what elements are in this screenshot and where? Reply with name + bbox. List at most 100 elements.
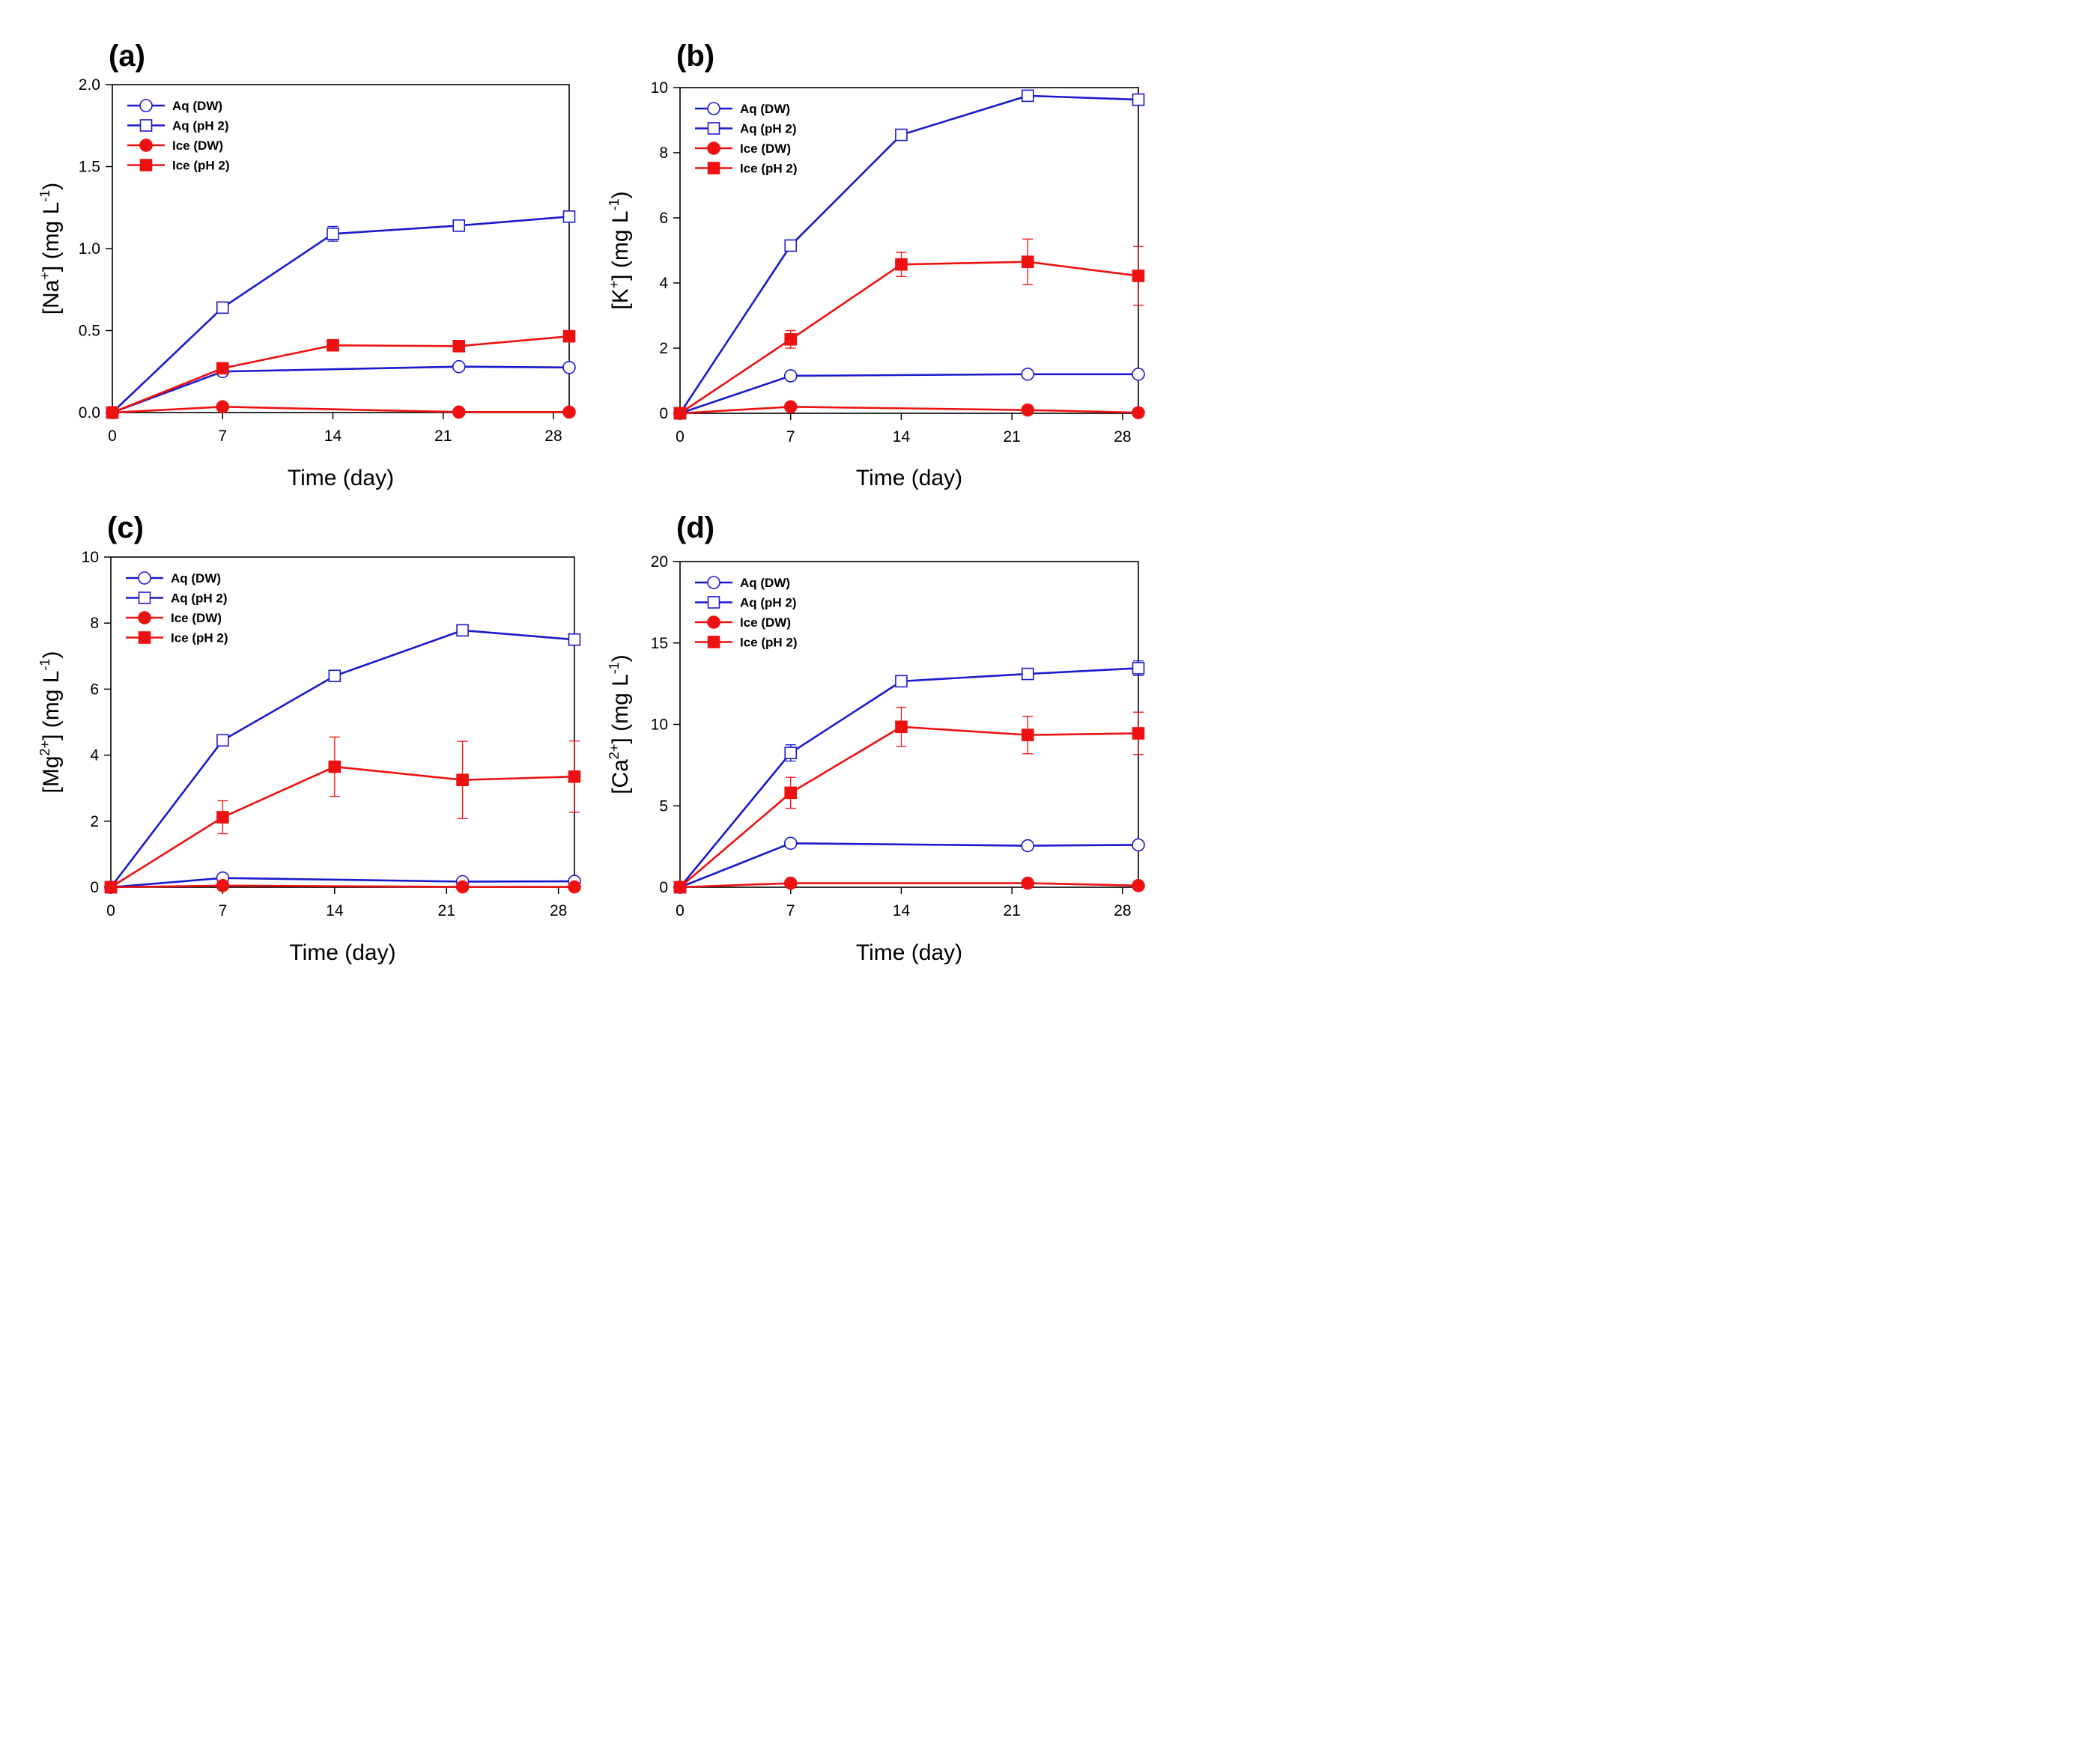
data-point — [562, 329, 576, 343]
y-axis-title-text: [Mg — [39, 755, 64, 793]
x-tick-label: 0 — [106, 902, 115, 919]
legend-label: Aq (pH 2) — [171, 591, 228, 606]
data-point — [784, 786, 798, 800]
legend-marker — [707, 122, 720, 135]
data-point — [562, 405, 576, 419]
data-point — [568, 633, 581, 646]
panel-d: (d) 0 7 14 21 28 0 5 10 15 20 Time (day) [Ca2+] (mg … — [607, 511, 1145, 965]
data-point — [216, 362, 229, 375]
y-tick-label: 2.0 — [79, 76, 100, 94]
data-point — [216, 400, 230, 414]
data-point — [784, 332, 798, 346]
legend: Aq (DW) Aq (pH 2) Ice (DW) Ice (pH 2) — [695, 576, 798, 650]
data-point — [328, 760, 342, 773]
legend-marker — [707, 636, 720, 648]
y-tick-label: 5 — [659, 797, 668, 815]
legend-label: Ice (pH 2) — [740, 162, 798, 176]
x-tick-label: 21 — [1003, 902, 1020, 919]
x-tick-label: 14 — [326, 902, 344, 919]
series-ice-ph-2 — [104, 736, 581, 894]
y-axis-title-text: ) — [39, 183, 64, 190]
panel-a: (a) 0 7 14 21 28 0.0 0.5 1.0 1.5 2.0 Time (day) [Na+… — [37, 40, 576, 490]
legend-marker — [138, 571, 151, 585]
legend: Aq (DW) Aq (pH 2) Ice (DW) Ice (pH 2) — [126, 571, 228, 645]
series-line — [110, 765, 575, 889]
y-axis-title-superscript: -1 — [607, 198, 622, 210]
series-line — [679, 667, 1139, 888]
legend-label: Ice (DW) — [740, 142, 791, 156]
y-axis-title-superscript: -1 — [37, 659, 52, 671]
legend-marker — [139, 99, 153, 112]
y-tick-label: 2 — [90, 813, 99, 830]
data-point — [568, 770, 581, 783]
legend-marker — [138, 611, 151, 624]
y-axis-title-superscript: + — [37, 272, 52, 280]
panel-label: (c) — [107, 511, 144, 544]
data-point — [1132, 879, 1145, 892]
data-point — [452, 405, 466, 419]
data-point — [895, 675, 908, 688]
data-point — [673, 407, 687, 420]
legend-marker — [707, 596, 720, 609]
x-tick-label: 21 — [1003, 428, 1020, 445]
data-point — [216, 301, 229, 314]
y-axis-title-text: ] (mg L — [39, 202, 64, 272]
x-tick-label: 0 — [676, 902, 685, 919]
y-tick-label: 10 — [651, 79, 668, 97]
legend: Aq (DW) Aq (pH 2) Ice (DW) Ice (pH 2) — [695, 102, 798, 176]
x-tick-label: 28 — [1114, 428, 1131, 445]
x-tick-label: 0 — [108, 428, 117, 445]
series-line — [679, 882, 1139, 889]
panel-label: (a) — [109, 40, 145, 73]
y-tick-label: 15 — [651, 635, 668, 652]
data-point — [1021, 729, 1034, 741]
data-point — [1132, 270, 1145, 282]
y-axis-title-text: [Ca — [608, 759, 633, 794]
plot-frame — [110, 556, 575, 888]
data-point — [452, 219, 466, 232]
series-line — [110, 884, 574, 889]
y-axis-title: [K+] (mg L-1) — [607, 191, 633, 309]
data-point — [1021, 89, 1034, 103]
x-axis-title: Time (day) — [288, 466, 394, 490]
y-tick-label: 0.0 — [79, 404, 100, 422]
x-tick-label: 28 — [544, 428, 562, 445]
data-point — [1021, 403, 1035, 417]
legend-marker — [139, 139, 153, 152]
legend: Aq (DW) Aq (pH 2) Ice (DW) Ice (pH 2) — [127, 99, 230, 173]
data-point — [783, 400, 798, 414]
x-tick-label: 28 — [1114, 902, 1131, 919]
x-tick-label: 28 — [550, 902, 567, 919]
y-axis-title-text: [Na — [39, 279, 64, 314]
data-point — [783, 369, 798, 383]
data-point — [216, 878, 230, 892]
data-point — [562, 360, 576, 374]
panel-label: (b) — [676, 40, 714, 73]
y-axis-title-superscript: + — [607, 281, 622, 289]
series-line — [679, 842, 1139, 889]
legend-marker — [707, 162, 720, 174]
legend-label: Aq (DW) — [740, 102, 790, 116]
legend-label: Aq (pH 2) — [740, 596, 797, 610]
series-line — [109, 629, 575, 888]
data-point — [452, 340, 466, 353]
panel-label: (d) — [676, 511, 714, 544]
x-tick-label: 21 — [434, 428, 452, 445]
legend-marker — [707, 576, 720, 589]
y-tick-label: 0 — [659, 879, 668, 896]
legend-label: Aq (pH 2) — [172, 119, 229, 133]
x-tick-label: 14 — [893, 428, 911, 445]
series-ice-dw — [673, 400, 1145, 420]
x-tick-label: 14 — [324, 428, 342, 445]
plot-frame — [112, 84, 570, 413]
legend-marker — [139, 159, 153, 171]
x-tick-label: 0 — [676, 428, 685, 445]
plot-frame — [679, 561, 1139, 888]
x-axis-title: Time (day) — [856, 466, 962, 490]
legend-label: Ice (DW) — [740, 615, 791, 630]
y-tick-label: 0 — [659, 405, 668, 422]
y-axis-title: [Mg2+] (mg L-1) — [37, 651, 64, 794]
data-point — [456, 773, 469, 786]
y-tick-label: 1.5 — [79, 159, 100, 176]
